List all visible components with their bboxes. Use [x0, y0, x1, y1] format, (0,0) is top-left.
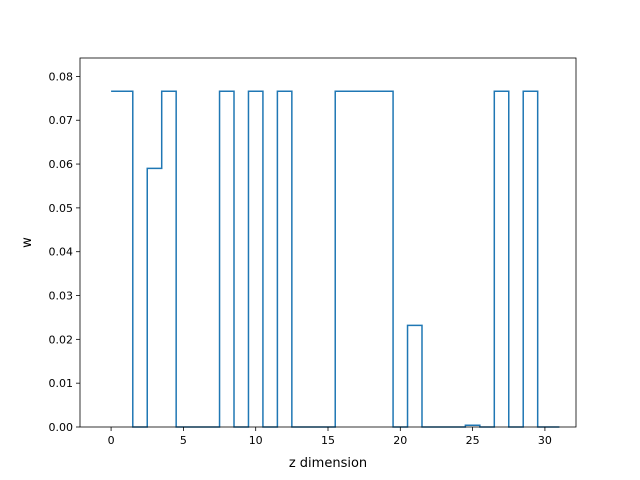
x-tick-label: 30	[538, 434, 552, 447]
y-tick-label: 0.03	[49, 290, 74, 303]
y-tick-label: 0.02	[49, 333, 74, 346]
y-tick-label: 0.01	[49, 377, 74, 390]
axes-frame	[79, 57, 577, 428]
x-axis-ticks: 0 5 10 15 20 25 30	[108, 427, 552, 447]
y-axis-label: w	[20, 237, 35, 248]
y-tick-label: 0.00	[49, 421, 74, 434]
x-tick-label: 20	[393, 434, 407, 447]
x-axis-label: z dimension	[289, 456, 367, 471]
y-tick-label: 0.06	[49, 158, 74, 171]
y-tick-label: 0.07	[49, 114, 74, 127]
y-tick-label: 0.08	[49, 70, 74, 83]
x-tick-label: 10	[249, 434, 263, 447]
y-tick-label: 0.04	[49, 246, 74, 259]
x-tick-label: 0	[108, 434, 115, 447]
y-tick-label: 0.05	[49, 202, 74, 215]
x-tick-label: 25	[466, 434, 480, 447]
x-tick-label: 15	[321, 434, 335, 447]
x-tick-label: 5	[180, 434, 187, 447]
y-axis-ticks: 0.00 0.01 0.02 0.03 0.04 0.05 0.06 0.07 0.08	[49, 70, 80, 434]
